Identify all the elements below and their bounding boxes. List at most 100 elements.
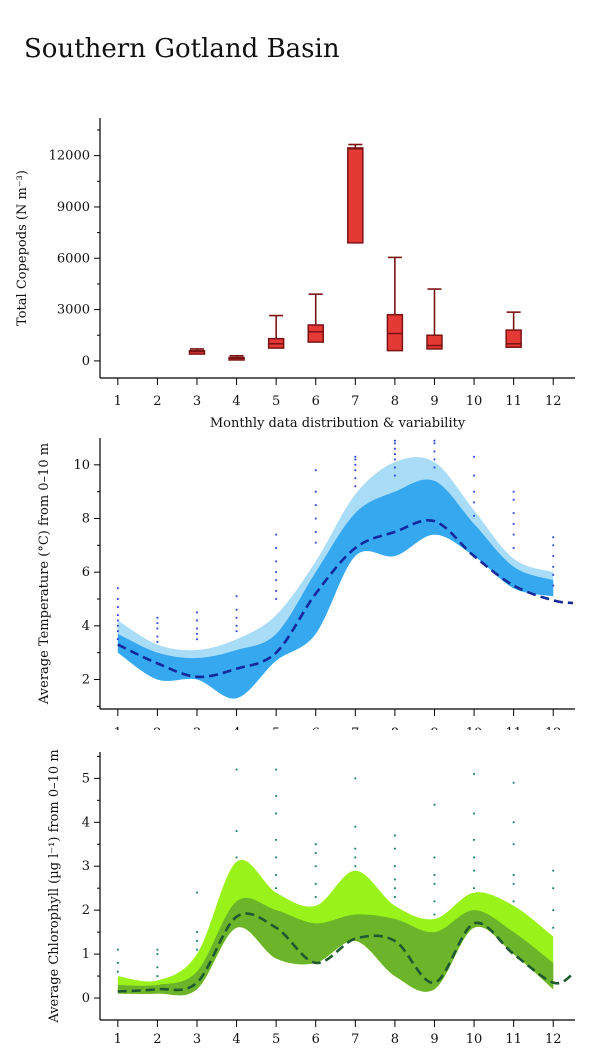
y-tick-label: 6000 (57, 251, 90, 266)
x-tick-label: 12 (545, 394, 562, 409)
scatter-point (354, 477, 357, 480)
x-tick-label: 11 (505, 726, 522, 730)
scatter-point (116, 630, 119, 633)
x-tick-label: 8 (391, 1032, 399, 1047)
scatter-point (275, 533, 278, 536)
scatter-point (235, 856, 238, 859)
scatter-point (196, 948, 198, 951)
scatter-point (393, 458, 396, 461)
scatter-point (354, 455, 357, 458)
x-tick-label: 7 (351, 1032, 359, 1047)
x-tick-label: 5 (272, 394, 280, 409)
scatter-point (275, 795, 278, 797)
scatter-point (393, 466, 396, 469)
scatter-point (433, 803, 436, 806)
box-rect (307, 324, 324, 343)
x-tick-label: 8 (391, 726, 399, 730)
x-tick-label: 6 (312, 726, 320, 730)
x-tick-label: 10 (466, 1032, 483, 1047)
x-tick-label: 12 (545, 1032, 562, 1047)
scatter-point (275, 579, 278, 582)
scatter-point (473, 501, 475, 504)
y-tick-label: 9000 (57, 200, 90, 215)
scatter-point (433, 856, 436, 859)
scatter-point (314, 843, 317, 846)
scatter-point (116, 587, 119, 590)
x-tick-label: 4 (232, 726, 240, 730)
scatter-point (393, 878, 396, 881)
scatter-point (156, 948, 159, 951)
scatter-point (512, 821, 515, 824)
scatter-point (473, 514, 475, 517)
box-rect (386, 313, 404, 352)
scatter-point (235, 830, 238, 832)
scatter-point (275, 887, 278, 890)
scatter-point (275, 812, 278, 815)
scatter-point (275, 768, 278, 771)
scatter-point (354, 865, 357, 868)
scatter-point (552, 909, 555, 912)
box-month-9 (426, 288, 443, 350)
y-tick-label: 0 (82, 991, 90, 1006)
scatter-point (433, 466, 436, 469)
scatter-point (552, 555, 555, 557)
y-tick-label: 0 (82, 354, 90, 369)
scatter-point (552, 544, 555, 547)
scatter-point (314, 490, 317, 493)
x-tick-label: 10 (466, 726, 483, 730)
scatter-point (473, 838, 475, 841)
scatter-point (196, 940, 198, 942)
scatter-point (314, 469, 317, 472)
x-tick-label: 9 (430, 394, 438, 409)
x-tick-label: 3 (193, 726, 201, 730)
scatter-point (473, 869, 475, 872)
scatter-point (393, 847, 396, 850)
x-tick-label: 5 (272, 726, 280, 730)
box-month-8 (386, 256, 404, 352)
x-axis-title: Monthly data distribution & variability (210, 416, 466, 430)
scatter-point (275, 547, 278, 549)
x-tick-label: 2 (153, 1032, 161, 1047)
scatter-point (433, 913, 436, 916)
scatter-point (354, 825, 357, 828)
scatter-point (473, 773, 475, 775)
x-tick-label: 6 (312, 394, 320, 409)
scatter-point (512, 498, 515, 501)
y-tick-label: 2 (82, 672, 90, 687)
scatter-point (433, 458, 436, 461)
scatter-point (116, 961, 119, 964)
scatter-point (235, 595, 238, 598)
median-line (117, 519, 574, 679)
box-rect (505, 329, 522, 348)
scatter-point (473, 887, 475, 890)
scatter-point (314, 504, 317, 506)
x-tick-label: 7 (351, 394, 359, 409)
x-tick-label: 5 (272, 1032, 280, 1047)
scatter-point (156, 622, 159, 625)
scatter-point (314, 882, 317, 885)
scatter-point (314, 531, 317, 533)
scatter-point (393, 474, 396, 477)
box-month-6 (307, 293, 324, 343)
box-month-7 (347, 143, 364, 244)
scatter-point (512, 874, 515, 876)
scatter-point (354, 485, 357, 488)
scatter-point (235, 616, 238, 619)
scatter-point (116, 598, 119, 600)
scatter-point (393, 447, 396, 450)
scatter-point (552, 584, 555, 587)
scatter-point (433, 882, 436, 885)
x-tick-label: 11 (505, 394, 522, 409)
y-tick-label: 4 (82, 619, 90, 634)
scatter-point (512, 843, 515, 846)
scatter-point (393, 453, 396, 455)
scatter-point (354, 469, 357, 472)
x-tick-label: 12 (545, 726, 562, 730)
box-month-11 (505, 311, 522, 348)
scatter-point (552, 869, 555, 872)
scatter-point (512, 900, 515, 903)
scatter-point (196, 931, 198, 934)
scatter-point (473, 455, 475, 458)
inner-range-band (117, 897, 554, 996)
